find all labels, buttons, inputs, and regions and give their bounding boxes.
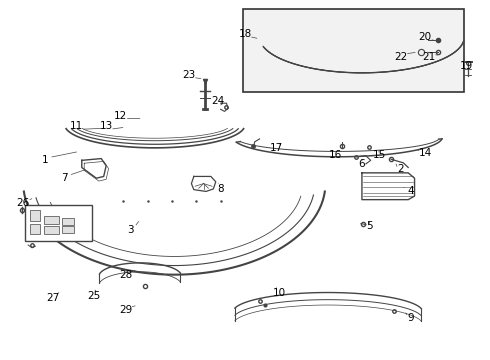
Bar <box>62 218 74 225</box>
Text: 25: 25 <box>87 291 100 301</box>
Text: 22: 22 <box>394 52 408 62</box>
Text: 13: 13 <box>99 121 113 131</box>
Text: 10: 10 <box>272 288 286 297</box>
Bar <box>62 226 74 233</box>
Text: 8: 8 <box>218 184 224 194</box>
Bar <box>44 216 59 224</box>
Text: 4: 4 <box>407 186 414 196</box>
Bar <box>30 224 40 234</box>
Text: 19: 19 <box>460 61 473 71</box>
Text: 5: 5 <box>366 221 372 231</box>
Bar <box>30 210 40 221</box>
Text: 20: 20 <box>419 32 432 42</box>
Bar <box>44 226 59 234</box>
Text: 27: 27 <box>46 293 59 303</box>
Bar <box>243 9 464 93</box>
Text: 6: 6 <box>359 159 365 169</box>
Text: 9: 9 <box>407 312 414 323</box>
Text: 11: 11 <box>70 121 83 131</box>
Text: 15: 15 <box>372 150 386 160</box>
Text: 7: 7 <box>61 173 68 183</box>
Text: 14: 14 <box>418 148 432 158</box>
Text: 29: 29 <box>119 305 132 315</box>
Text: 21: 21 <box>422 52 436 62</box>
Text: 28: 28 <box>119 270 132 280</box>
Text: 26: 26 <box>17 198 30 208</box>
Text: 2: 2 <box>397 164 404 174</box>
Text: 1: 1 <box>42 156 49 165</box>
Text: 23: 23 <box>182 69 196 80</box>
Text: 24: 24 <box>212 96 225 107</box>
Bar <box>25 205 92 241</box>
Text: 3: 3 <box>127 225 134 235</box>
Text: 17: 17 <box>270 143 283 153</box>
Text: 12: 12 <box>114 111 127 121</box>
Text: 18: 18 <box>238 28 252 39</box>
Text: 16: 16 <box>328 150 342 160</box>
